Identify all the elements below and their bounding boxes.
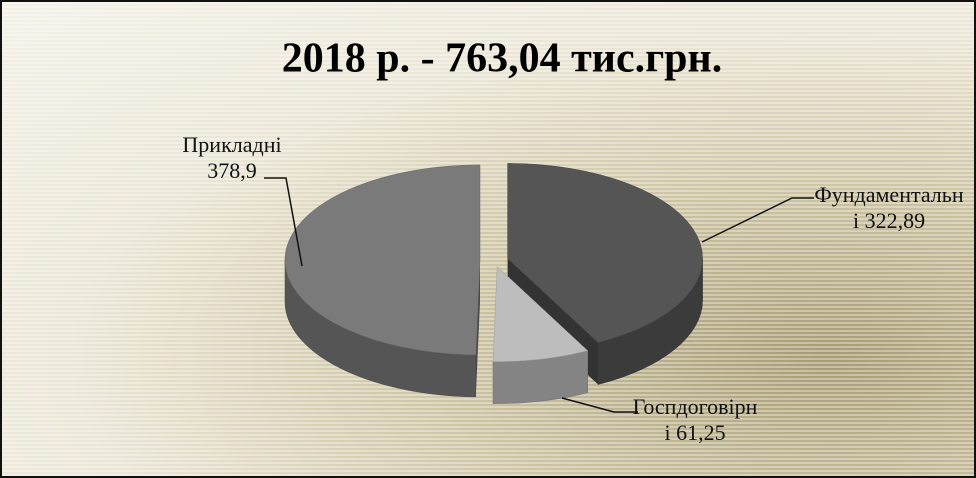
- slice-label: Фундаментальні 322,89: [814, 182, 964, 233]
- leader-line: [701, 197, 814, 243]
- slice: [507, 163, 703, 343]
- chart-title: 2018 р. - 763,04 тис.грн.: [282, 36, 722, 82]
- slice-label: Прикладні 378,9: [182, 132, 282, 183]
- slice: [284, 164, 481, 356]
- leader-line: [264, 177, 303, 267]
- slice: [492, 266, 589, 362]
- slice-label: Госпдоговірні 61,25: [632, 394, 758, 445]
- slice-wall: [475, 259, 481, 397]
- leader-line: [561, 397, 638, 413]
- pie: [284, 163, 703, 404]
